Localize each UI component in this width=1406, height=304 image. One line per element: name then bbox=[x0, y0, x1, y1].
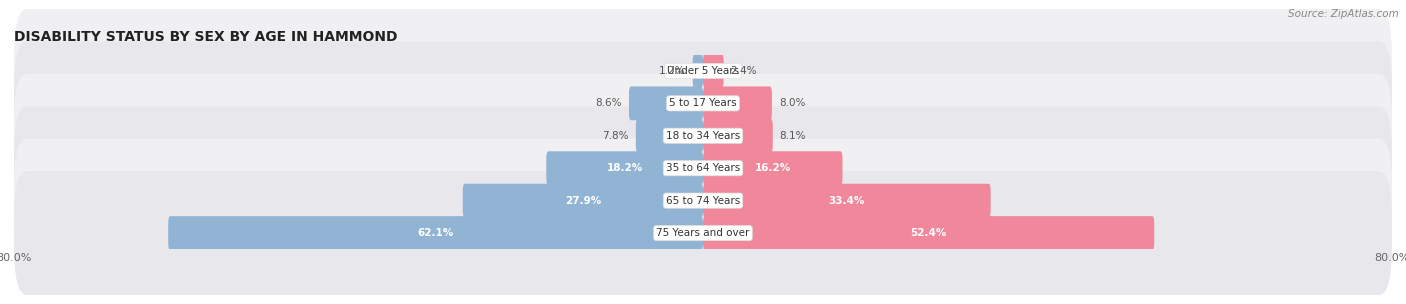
FancyBboxPatch shape bbox=[703, 184, 991, 218]
FancyBboxPatch shape bbox=[703, 54, 724, 88]
Text: 33.4%: 33.4% bbox=[828, 196, 865, 206]
Text: 75 Years and over: 75 Years and over bbox=[657, 228, 749, 238]
FancyBboxPatch shape bbox=[14, 139, 1392, 263]
Text: 18.2%: 18.2% bbox=[606, 163, 643, 173]
Text: 35 to 64 Years: 35 to 64 Years bbox=[666, 163, 740, 173]
FancyBboxPatch shape bbox=[14, 106, 1392, 230]
FancyBboxPatch shape bbox=[628, 86, 703, 120]
FancyBboxPatch shape bbox=[14, 41, 1392, 165]
Text: 52.4%: 52.4% bbox=[911, 228, 946, 238]
Text: 5 to 17 Years: 5 to 17 Years bbox=[669, 98, 737, 108]
Text: 7.8%: 7.8% bbox=[602, 131, 628, 141]
FancyBboxPatch shape bbox=[547, 151, 703, 185]
Text: 27.9%: 27.9% bbox=[565, 196, 600, 206]
FancyBboxPatch shape bbox=[14, 74, 1392, 198]
FancyBboxPatch shape bbox=[703, 86, 772, 120]
Text: 8.1%: 8.1% bbox=[780, 131, 806, 141]
Text: 2.4%: 2.4% bbox=[731, 66, 756, 76]
FancyBboxPatch shape bbox=[636, 119, 703, 153]
FancyBboxPatch shape bbox=[703, 216, 1154, 250]
Text: 18 to 34 Years: 18 to 34 Years bbox=[666, 131, 740, 141]
FancyBboxPatch shape bbox=[14, 9, 1392, 133]
Text: 1.2%: 1.2% bbox=[659, 66, 686, 76]
Text: 62.1%: 62.1% bbox=[418, 228, 454, 238]
Text: 8.6%: 8.6% bbox=[596, 98, 621, 108]
FancyBboxPatch shape bbox=[703, 151, 842, 185]
Text: 16.2%: 16.2% bbox=[755, 163, 792, 173]
Legend: Male, Female: Male, Female bbox=[636, 303, 770, 304]
FancyBboxPatch shape bbox=[693, 54, 703, 88]
FancyBboxPatch shape bbox=[169, 216, 703, 250]
Text: DISABILITY STATUS BY SEX BY AGE IN HAMMOND: DISABILITY STATUS BY SEX BY AGE IN HAMMO… bbox=[14, 30, 398, 44]
Text: Under 5 Years: Under 5 Years bbox=[666, 66, 740, 76]
Text: Source: ZipAtlas.com: Source: ZipAtlas.com bbox=[1288, 9, 1399, 19]
FancyBboxPatch shape bbox=[463, 184, 703, 218]
Text: 65 to 74 Years: 65 to 74 Years bbox=[666, 196, 740, 206]
FancyBboxPatch shape bbox=[703, 119, 773, 153]
Text: 8.0%: 8.0% bbox=[779, 98, 806, 108]
FancyBboxPatch shape bbox=[14, 171, 1392, 295]
